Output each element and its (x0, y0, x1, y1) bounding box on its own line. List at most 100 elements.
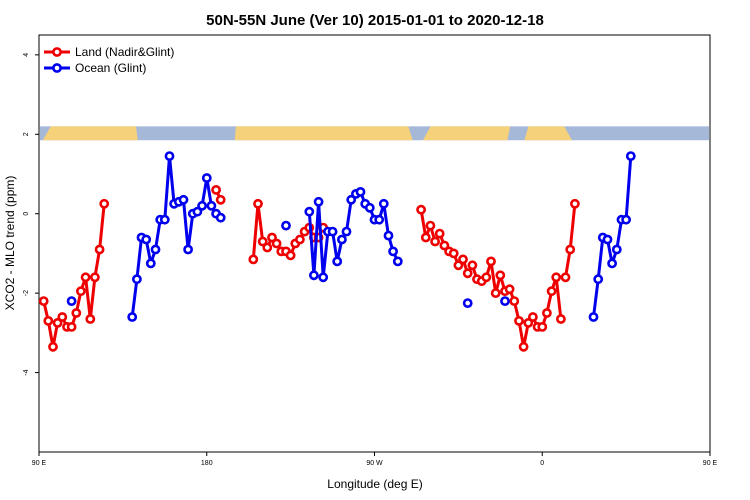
data-point (127, 312, 138, 322)
data-point (248, 254, 259, 265)
data-point (481, 272, 492, 283)
data-point (611, 244, 622, 255)
data-point (490, 288, 501, 298)
landmask-land-2 (234, 126, 413, 141)
data-point (607, 258, 617, 269)
data-point (66, 296, 77, 306)
data-point (546, 286, 557, 297)
landmask-strip (40, 126, 709, 141)
data-point (495, 270, 506, 281)
data-point (281, 220, 291, 231)
y-tick-label: 2 (23, 132, 30, 136)
data-point (602, 234, 613, 245)
series-ocean (66, 151, 636, 322)
legend-marker (52, 63, 62, 73)
chart-title: 50N-55N June (Ver 10) 2015-01-01 to 2020… (206, 12, 544, 29)
y-tick-label: -2 (23, 290, 30, 296)
data-point (425, 220, 436, 231)
data-point (262, 242, 273, 253)
data-point (462, 298, 473, 308)
data-point (621, 214, 631, 225)
data-point (267, 232, 277, 243)
data-point (197, 200, 207, 211)
data-point (383, 230, 394, 241)
data-point (374, 214, 385, 225)
data-point (355, 186, 366, 197)
data-point (378, 198, 389, 209)
data-point (448, 248, 459, 259)
data-point (201, 173, 212, 183)
data-point (99, 198, 110, 209)
data-point (131, 274, 142, 285)
data-point (570, 198, 580, 209)
data-point (565, 244, 576, 255)
data-point (588, 312, 599, 322)
data-point (556, 314, 566, 324)
data-point (90, 272, 100, 283)
data-point (145, 258, 156, 269)
data-point (542, 308, 552, 318)
data-point (253, 198, 263, 209)
data-point (215, 212, 226, 223)
legend-marker (52, 47, 62, 57)
data-point (388, 246, 398, 257)
data-point (308, 270, 319, 281)
data-point (364, 202, 375, 213)
x-tick-label: 90 W (366, 460, 383, 467)
data-point (94, 244, 105, 255)
data-point (336, 234, 347, 245)
data-point (341, 226, 352, 237)
data-point (560, 272, 571, 283)
landmask-land-4 (524, 126, 573, 141)
data-point (150, 244, 161, 255)
series-line (564, 203, 577, 278)
data-point (625, 151, 636, 161)
x-tick-label: 0 (540, 460, 544, 467)
data-point (523, 317, 534, 328)
legend: Land (Nadir&Glint) Ocean (Glint) (44, 45, 174, 75)
landmask-land-1 (42, 126, 138, 141)
data-point (462, 268, 473, 279)
data-point (486, 256, 496, 267)
y-axis: -4 -2 0 2 4 (23, 53, 39, 376)
data-point (346, 194, 357, 205)
landmask-land-3 (422, 126, 511, 141)
data-point (467, 260, 478, 271)
data-point (500, 296, 510, 306)
x-tick-label: 90 E (703, 460, 718, 467)
data-point (178, 194, 189, 205)
data-point (327, 226, 338, 237)
data-point (211, 184, 221, 195)
data-point (313, 196, 324, 207)
data-point (43, 315, 54, 326)
data-point (80, 272, 91, 283)
data-point (141, 234, 152, 245)
legend-label: Land (Nadir&Glint) (75, 45, 174, 59)
x-tick-label: 90 E (32, 460, 47, 467)
y-tick-label: 0 (23, 212, 30, 216)
data-point (392, 256, 403, 267)
data-point (159, 214, 170, 225)
data-point (257, 236, 268, 247)
data-point (304, 206, 315, 217)
y-axis-label: XCO2 - MLO trend (ppm) (3, 176, 17, 311)
data-point (85, 314, 96, 324)
data-point (52, 317, 63, 328)
data-point (439, 240, 450, 251)
data-point (206, 200, 217, 211)
data-point (71, 308, 82, 318)
data-point (38, 296, 49, 306)
x-axis: 90 E 180 90 W 0 90 E (32, 452, 718, 467)
data-point (76, 286, 86, 297)
y-tick-label: -4 (23, 369, 30, 375)
data-point (294, 234, 305, 245)
x-tick-label: 180 (201, 460, 213, 467)
data-point (66, 321, 77, 332)
legend-label: Ocean (Glint) (75, 61, 146, 75)
series-land (38, 184, 580, 352)
data-point (434, 228, 445, 239)
data-point (430, 236, 440, 247)
data-point (509, 296, 520, 306)
data-point (420, 232, 431, 243)
data-point (537, 321, 548, 332)
